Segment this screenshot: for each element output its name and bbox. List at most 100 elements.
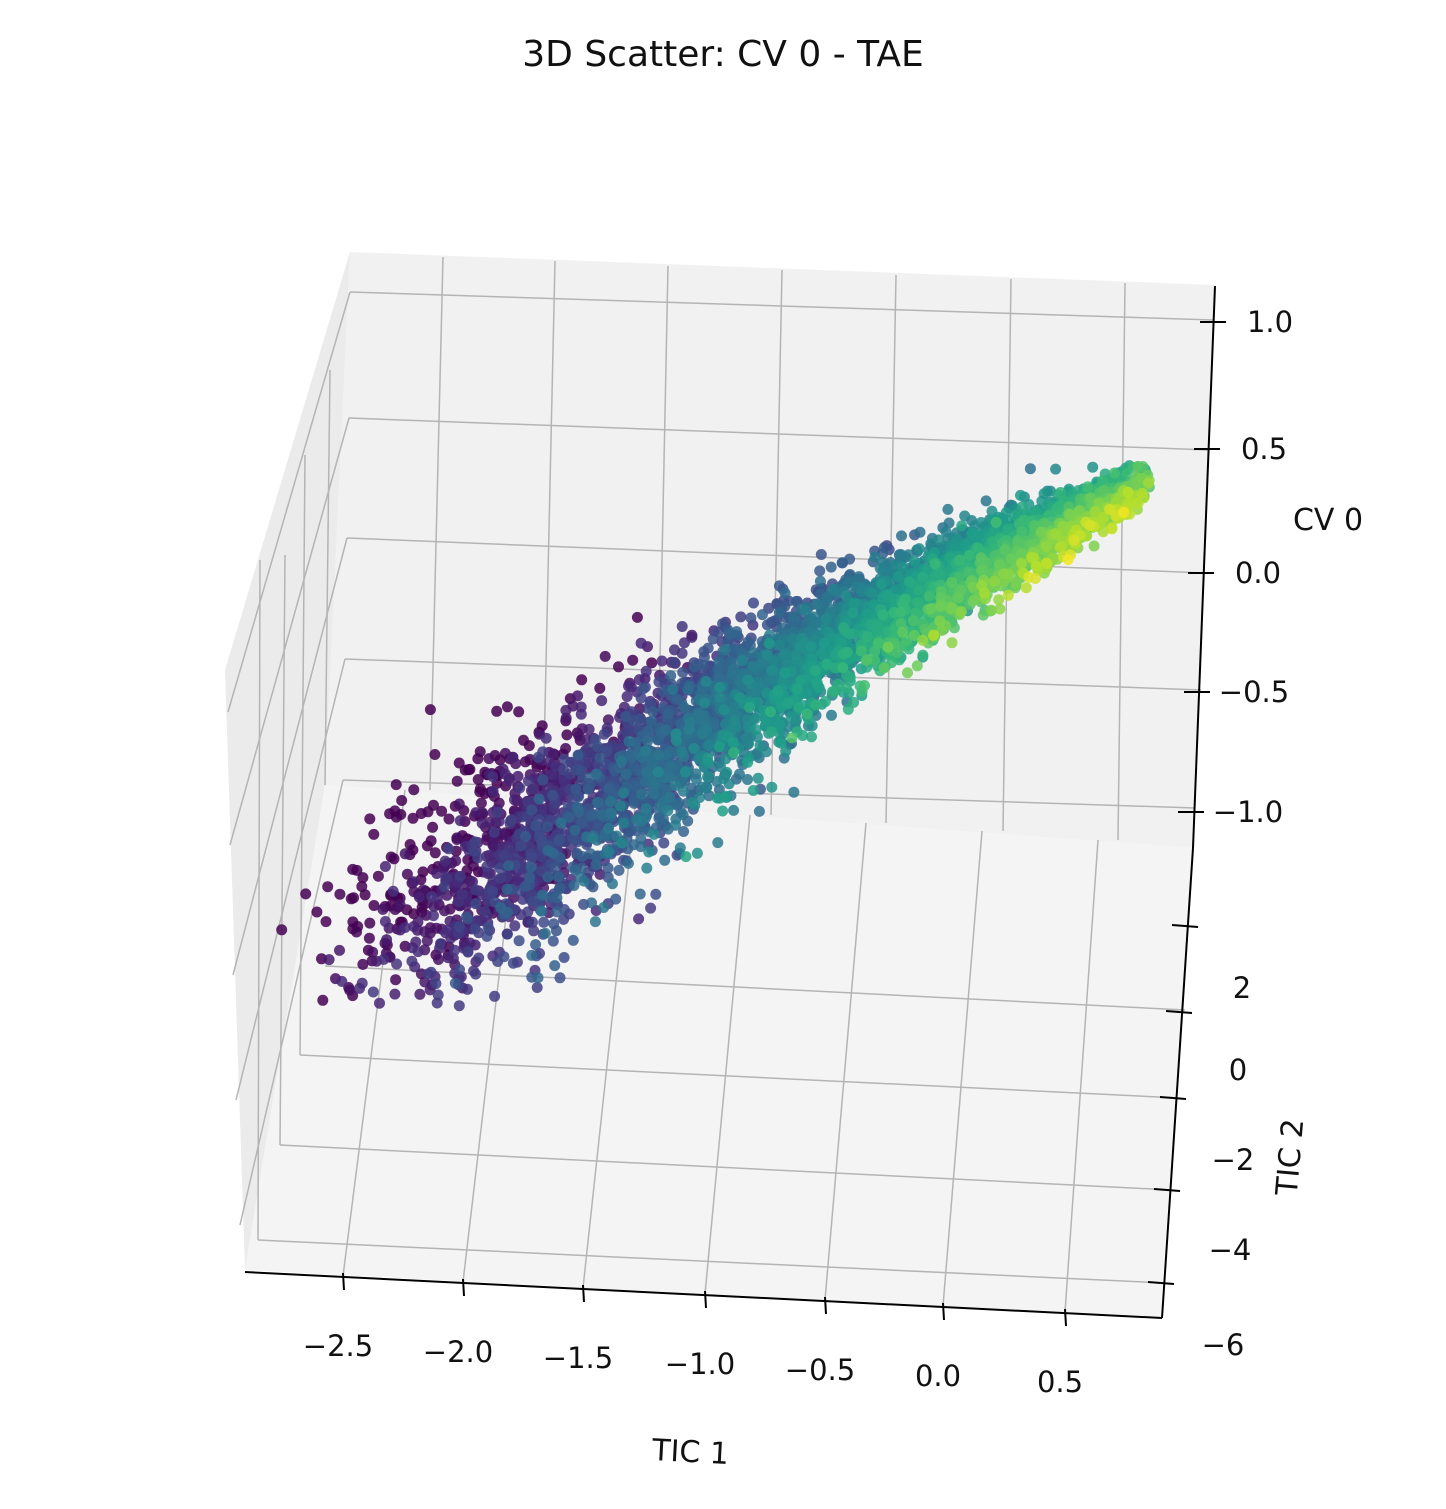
scatter-point: [489, 990, 501, 1002]
scatter-point: [736, 655, 748, 666]
scatter-point: [848, 597, 860, 609]
scatter-point: [811, 676, 823, 688]
scatter-point: [526, 949, 538, 961]
scatter-point: [467, 860, 479, 872]
scatter-point: [549, 861, 561, 873]
scatter-point: [438, 881, 450, 893]
scatter-point: [470, 968, 482, 980]
scatter-point: [859, 680, 870, 691]
scatter-point: [1012, 537, 1023, 549]
scatter-point: [547, 935, 559, 947]
scatter-point: [728, 747, 739, 759]
scatter-point: [616, 755, 628, 767]
scatter-point: [594, 682, 606, 694]
grid-line: [342, 779, 1196, 809]
scatter-point: [952, 592, 964, 604]
scatter-point: [602, 714, 614, 726]
back-pane: [325, 252, 1215, 848]
scatter-point: [336, 975, 348, 987]
scatter-point: [664, 791, 676, 803]
scatter-point: [430, 978, 442, 990]
scatter-point: [453, 921, 465, 933]
scatter-point: [686, 797, 698, 809]
scatter-point: [406, 955, 418, 967]
scatter-point: [572, 749, 584, 761]
scatter-point: [701, 781, 713, 793]
scatter-point: [494, 872, 506, 884]
scatter-point: [408, 784, 420, 796]
scatter-point: [519, 756, 531, 768]
scatter-point: [507, 957, 519, 969]
scatter-point: [372, 870, 384, 882]
scatter-point: [742, 674, 754, 686]
scatter-point: [527, 895, 539, 907]
scatter-point: [381, 934, 393, 946]
scatter-point: [780, 648, 791, 660]
scatter-point: [554, 972, 566, 984]
scatter-point: [640, 803, 652, 815]
scatter-point: [596, 809, 608, 821]
scatter-point: [892, 571, 904, 583]
scatter-point: [368, 828, 380, 840]
scatter-point: [436, 805, 448, 817]
scatter-point: [563, 811, 575, 823]
grid-line: [227, 291, 351, 713]
scatter-point: [592, 797, 604, 808]
scatter-point: [507, 752, 518, 764]
scatter-point: [404, 839, 416, 850]
scatter-point: [763, 637, 775, 649]
scatter-point: [840, 590, 852, 602]
scatter-point: [586, 897, 597, 909]
scatter-point: [469, 923, 481, 935]
scatter-point: [626, 752, 638, 763]
grid-line: [235, 658, 346, 1101]
scatter-point: [356, 881, 368, 892]
scatter-point: [646, 657, 658, 669]
scatter-point: [367, 946, 379, 958]
scatter-point: [855, 645, 867, 657]
scatter-point: [659, 854, 671, 866]
scatter-point: [679, 766, 691, 778]
scatter-point: [1132, 461, 1144, 472]
scatter-point: [513, 935, 525, 947]
scatter-point: [379, 916, 391, 927]
scatter-point: [558, 913, 570, 925]
grid-line: [279, 554, 286, 1146]
scatter-point: [422, 968, 434, 980]
scatter-point: [821, 591, 833, 603]
scatter-point: [728, 804, 740, 816]
scatter-point: [396, 795, 408, 806]
scatter-point: [648, 828, 660, 840]
scatter-point: [628, 795, 640, 807]
scatter-point: [590, 768, 602, 780]
scatter-point: [560, 743, 572, 754]
scatter-point: [702, 752, 714, 764]
scatter-point: [560, 712, 572, 724]
scatter-point: [764, 629, 776, 641]
scatter-point: [363, 932, 375, 944]
scatter-point: [421, 935, 433, 947]
scatter-point: [491, 705, 503, 717]
scatter-point: [432, 989, 444, 1001]
scatter-point: [317, 994, 329, 1006]
scatter-point: [542, 845, 554, 857]
scatter-point: [439, 905, 450, 917]
scatter-point: [558, 952, 570, 963]
grid-line: [1117, 282, 1126, 841]
scatter-point: [422, 806, 434, 818]
scatter-point: [454, 815, 466, 827]
scatter-point: [682, 684, 694, 696]
scatter-point: [300, 888, 312, 900]
scatter-point: [702, 739, 714, 751]
scatter-point: [547, 789, 559, 801]
scatter-point: [805, 641, 817, 653]
scatter-point: [676, 621, 688, 632]
scatter-point: [481, 861, 493, 873]
scatter-point: [525, 861, 537, 873]
grid-line: [279, 1144, 1173, 1191]
scatter-point: [520, 830, 532, 842]
scatter-point: [999, 544, 1011, 556]
scatter-point: [697, 659, 709, 671]
scatter-point: [447, 953, 459, 964]
scatter-point: [621, 691, 633, 702]
